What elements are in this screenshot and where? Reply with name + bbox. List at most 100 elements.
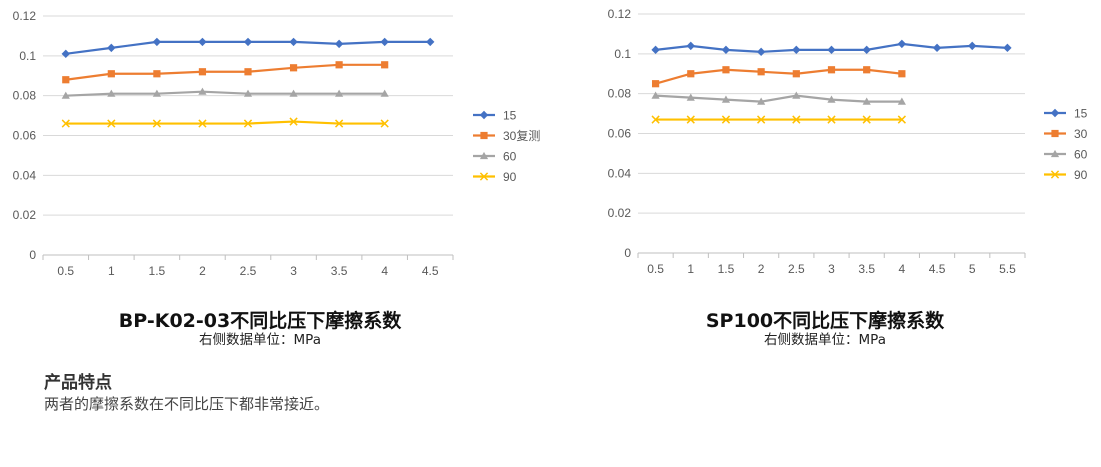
data-point [687,70,695,78]
x-tick-label: 2 [758,262,765,276]
series-2 [61,87,389,99]
y-tick-label: 0 [624,246,631,260]
x-tick-label: 3.5 [331,264,348,278]
data-point [334,39,344,49]
data-point [651,115,660,124]
y-tick-label: 0.08 [608,87,632,101]
data-point [792,115,801,124]
legend-marker [1050,149,1060,158]
data-point [334,119,344,128]
x-tick-label: 4 [381,264,388,278]
y-tick-label: 0.1 [19,49,36,63]
data-point [721,115,731,124]
series-line [65,120,385,125]
legend-label: 90 [503,170,517,184]
x-tick-label: 3 [290,264,297,278]
data-point [686,115,695,124]
data-point [153,70,161,78]
legend-label: 15 [1074,107,1088,121]
data-point [335,89,344,97]
data-point [651,45,660,55]
data-point [827,95,836,103]
y-tick-label: 0.12 [13,9,37,23]
data-point [198,68,207,76]
y-tick-label: 0.06 [608,127,632,141]
series-3 [651,115,906,124]
chart-title-bp-k02-03: BP-K02-03不同比压下摩擦系数 [118,310,402,332]
data-point [722,66,730,74]
data-point [897,115,906,124]
x-tick-label: 3 [828,262,835,276]
data-point [61,119,70,128]
data-point [862,115,871,124]
y-tick-label: 0.02 [608,206,632,220]
y-tick-label: 0.12 [608,7,632,21]
y-tick-label: 0.04 [608,166,632,180]
y-tick-label: 0.04 [13,168,37,182]
data-point [932,43,942,53]
data-point [198,37,207,47]
data-point [686,41,695,51]
legend-marker [1050,170,1060,179]
x-tick-label: 4 [899,262,906,276]
data-point [862,45,871,55]
x-tick-label: 0.5 [57,264,74,278]
y-tick-label: 0.06 [13,129,37,143]
data-point [289,117,298,126]
data-point [61,49,70,59]
series-2 [651,91,906,105]
features-text: 两者的摩擦系数在不同比压下都非常接近。 [44,395,330,413]
legend-marker [479,110,489,120]
data-point [380,119,389,128]
legend-marker [1050,108,1060,118]
chart-title-sp100: SP100不同比压下摩擦系数 [705,310,945,332]
data-point [61,91,70,99]
data-point [757,97,766,105]
series-0 [651,39,1012,57]
legend-label: 15 [503,109,517,123]
x-tick-label: 2 [199,264,206,278]
data-point [827,66,836,74]
data-point [243,119,253,128]
x-tick-label: 5.5 [999,262,1016,276]
series-line [655,94,902,103]
chart-bp: 0 0.02 0.04 0.06 0.08 0.1 0.12 0.5 1 1.5 2 2.5 3 3.5 4… [13,9,541,278]
legend-marker [480,131,488,140]
data-point [862,97,871,105]
data-point [289,89,298,97]
data-point [107,70,115,78]
series-1 [651,66,906,88]
data-point [686,93,695,101]
data-point [152,119,162,128]
x-tick-label: 3.5 [858,262,875,276]
legend-marker [1051,129,1059,138]
legend-entry: 60 [1044,148,1088,162]
data-point [289,64,298,72]
x-tick-label: 2.5 [240,264,257,278]
data-point [651,80,660,88]
data-point [198,119,207,128]
data-point [198,87,207,95]
data-point [243,37,253,47]
x-tick-label: 4.5 [422,264,439,278]
data-point [62,76,70,84]
legend-entry: 90 [473,170,517,184]
legend-label: 30复测 [503,129,540,143]
legend-label: 60 [1074,148,1088,162]
x-tick-label: 1.5 [718,262,735,276]
data-point [827,115,836,124]
y-tick-label: 0 [29,248,36,262]
series-0 [61,37,435,59]
data-point [968,41,977,51]
series-line [65,90,385,97]
legend-label: 90 [1074,168,1088,182]
x-tick-label: 2.5 [788,262,805,276]
data-point [152,37,162,47]
data-point [426,37,435,47]
data-point [756,47,766,57]
series-line [655,68,902,85]
data-point [244,68,252,76]
data-point [651,91,660,99]
series-line [65,63,385,81]
